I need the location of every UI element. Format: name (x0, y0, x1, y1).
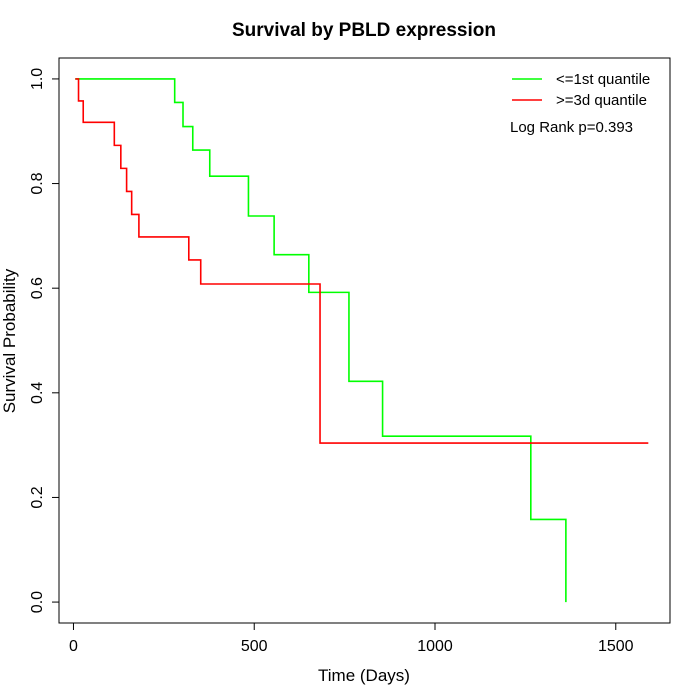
y-tick-label: 0.2 (29, 486, 46, 508)
y-tick-label: 0.4 (29, 382, 46, 404)
y-tick-label: 0.6 (29, 277, 46, 299)
x-axis: 0 500 1000 1500 (69, 622, 634, 655)
y-tick-label: 1.0 (29, 68, 46, 90)
y-tick-label: 0.8 (29, 172, 46, 194)
legend-label: <=1st quantile (556, 71, 650, 88)
legend: <=1st quantile >=3d quantile (512, 71, 650, 109)
log-rank-annotation: Log Rank p=0.393 (510, 119, 633, 136)
y-axis-label: Survival Probability (0, 268, 19, 413)
series-layer (75, 78, 649, 603)
x-tick-label: 1500 (598, 638, 634, 655)
y-axis: 0.0 0.2 0.4 0.6 0.8 1.0 (29, 68, 60, 613)
chart-title: Survival by PBLD expression (232, 20, 496, 41)
survival-curve-high-quantile (75, 78, 649, 444)
plot-frame (58, 57, 671, 624)
legend-label: >=3d quantile (556, 92, 647, 109)
x-axis-label: Time (Days) (318, 666, 410, 685)
survival-curve-low-quantile (75, 78, 567, 603)
x-tick-label: 500 (241, 638, 268, 655)
y-tick-label: 0.0 (29, 591, 46, 613)
x-tick-label: 1000 (417, 638, 453, 655)
x-tick-label: 0 (69, 638, 78, 655)
